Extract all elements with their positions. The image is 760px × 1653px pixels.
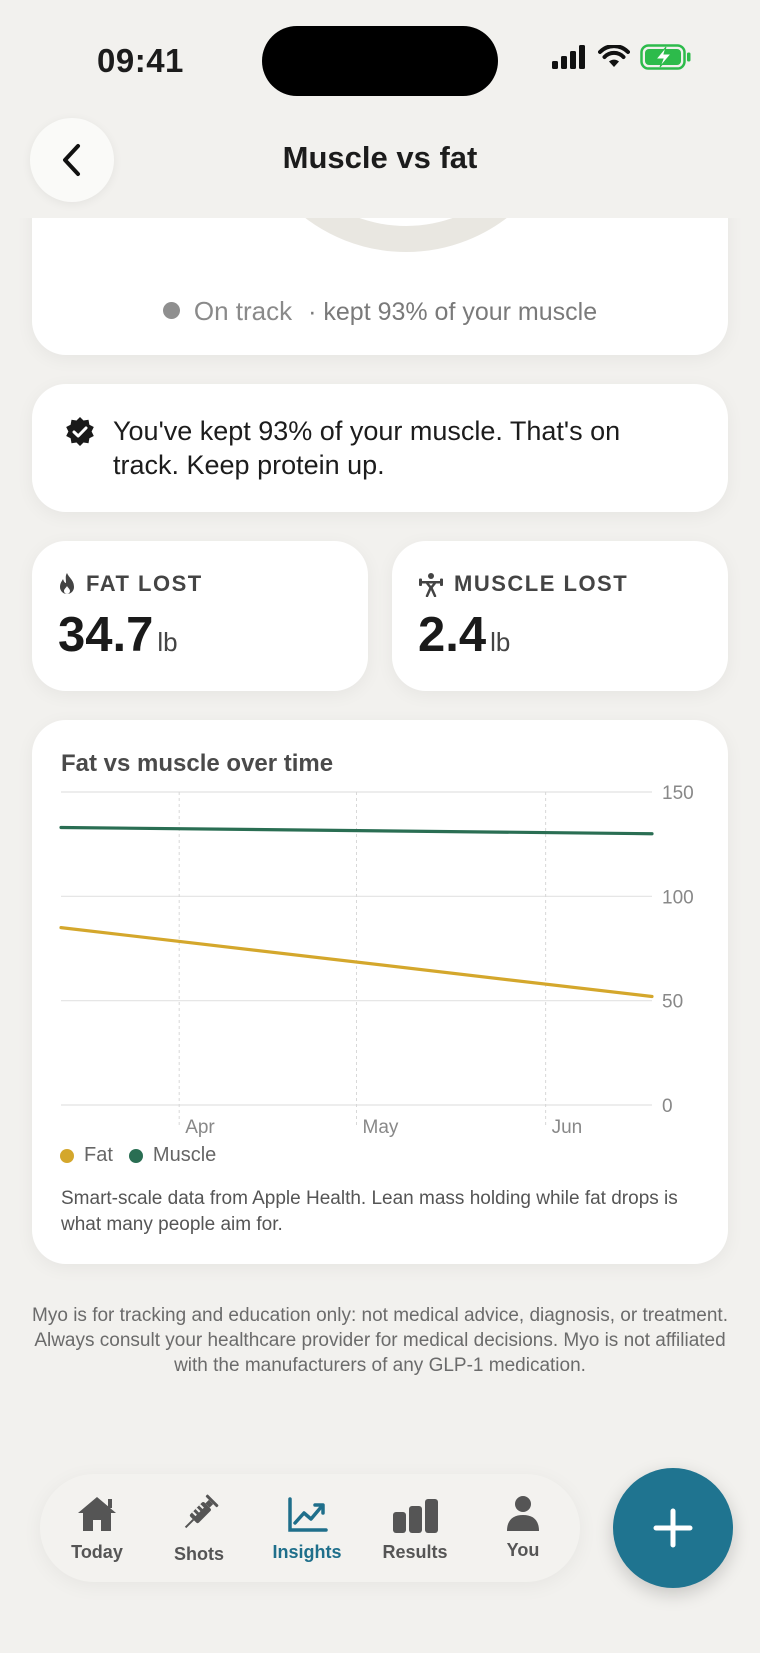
muscle-lost-unit: lb: [490, 627, 511, 657]
tab-insights-label: Insights: [272, 1542, 342, 1562]
legend-label-muscle: Muscle: [152, 1144, 217, 1166]
status-bar: 09:41: [0, 0, 760, 120]
chart-legend: Fat Muscle: [60, 1144, 232, 1167]
x-tick-label: Jun: [552, 1117, 583, 1138]
battery-charging-icon: [640, 44, 691, 70]
x-tick-label: Apr: [185, 1117, 215, 1138]
muscle-lost-number: 2.4: [418, 608, 487, 662]
legend-item-muscle: Muscle: [128, 1144, 217, 1167]
fat-vs-muscle-chart-card: Fat vs muscle over time 150 100 50 0 Apr May J…: [32, 720, 728, 1264]
back-button[interactable]: [30, 118, 114, 202]
weightlifter-icon: [419, 573, 443, 597]
tab-today-label: Today: [71, 1542, 123, 1562]
cellular-signal-icon: [552, 45, 585, 69]
medical-disclaimer: Myo is for tracking and education only: …: [32, 1305, 728, 1376]
y-tick-label: 100: [662, 887, 694, 908]
muscle-lost-label: MUSCLE LOST: [418, 571, 628, 597]
add-entry-button[interactable]: [613, 1468, 733, 1588]
home-indicator: [250, 1631, 510, 1639]
fat-lost-label: FAT LOST: [58, 571, 203, 597]
status-dot: [162, 302, 180, 319]
tab-you[interactable]: You: [473, 1492, 573, 1561]
status-icons: [552, 44, 692, 70]
series-line-fat: [59, 926, 654, 999]
tab-you-label: You: [506, 1540, 540, 1560]
flame-icon: [60, 573, 74, 594]
insight-message-text: You've kept 93% of your muscle. That's o…: [113, 416, 621, 480]
y-tick-label: 0: [662, 1096, 673, 1117]
fat-lost-value: 34.7 lb: [58, 607, 178, 663]
chart-title: Fat vs muscle over time: [61, 750, 334, 777]
plus-icon: [653, 1508, 693, 1548]
muscle-lost-value: 2.4 lb: [418, 607, 510, 663]
home-icon: [78, 1497, 116, 1531]
tab-results-label: Results: [382, 1542, 448, 1562]
tab-results[interactable]: Results: [365, 1494, 465, 1563]
nav-header: Muscle vs fat: [0, 112, 760, 218]
bar-chart-icon: [393, 1499, 438, 1533]
fat-lost-number: 34.7: [58, 608, 154, 662]
tab-insights[interactable]: Insights: [257, 1494, 357, 1563]
insight-message-card: You've kept 93% of your muscle. That's o…: [32, 384, 728, 512]
status-label: On track: [193, 296, 293, 326]
muscle-lost-card: MUSCLE LOST 2.4 lb: [392, 541, 728, 691]
fat-lost-card: FAT LOST 34.7 lb: [32, 541, 368, 691]
series-line-muscle: [59, 825, 654, 836]
dynamic-island: [262, 26, 498, 96]
x-tick-label: May: [363, 1117, 399, 1138]
syringe-icon: [184, 1494, 219, 1529]
legend-item-fat: Fat: [60, 1144, 113, 1167]
muscle-lost-label-text: MUSCLE LOST: [454, 571, 629, 596]
chart-note: Smart-scale data from Apple Health. Lean…: [61, 1188, 678, 1235]
bottom-tab-bar: Today Shots Insights: [40, 1474, 580, 1582]
person-icon: [507, 1496, 539, 1531]
legend-dot-fat: [60, 1148, 74, 1163]
legend-label-fat: Fat: [84, 1144, 113, 1166]
fat-vs-muscle-chart: 150 100 50 0 Apr May Jun: [59, 783, 694, 1138]
status-time: 09:41: [97, 42, 184, 79]
wifi-icon: [598, 45, 630, 67]
tab-shots[interactable]: Shots: [149, 1494, 249, 1565]
page-title: Muscle vs fat: [282, 140, 478, 175]
fat-lost-label-text: FAT LOST: [86, 571, 203, 596]
chevron-left-icon: [63, 144, 80, 176]
fat-lost-unit: lb: [157, 627, 178, 657]
y-tick-label: 150: [662, 783, 694, 804]
legend-dot-muscle: [128, 1148, 143, 1163]
verified-badge-icon: [66, 417, 94, 446]
status-detail: · kept 93% of your muscle: [308, 298, 598, 326]
tab-today[interactable]: Today: [47, 1494, 147, 1563]
y-tick-label: 50: [662, 992, 683, 1013]
retention-status: On track · kept 93% of your muscle: [32, 296, 728, 327]
tab-shots-label: Shots: [173, 1544, 224, 1564]
trend-chart-icon: [288, 1497, 328, 1532]
